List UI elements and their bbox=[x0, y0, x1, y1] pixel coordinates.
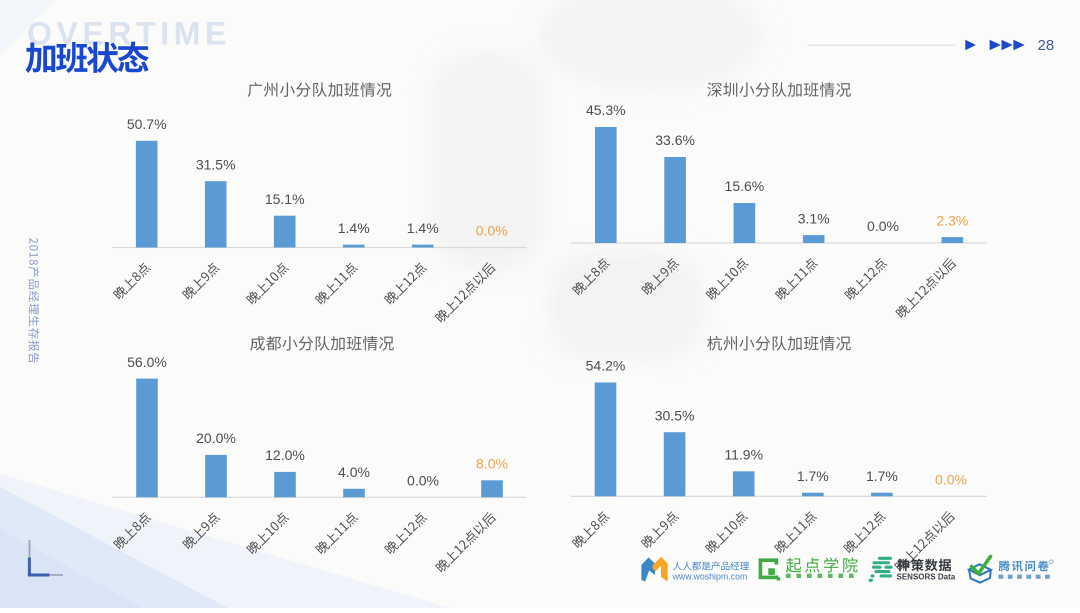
svg-text:0.0%: 0.0% bbox=[476, 223, 508, 239]
svg-text:2.3%: 2.3% bbox=[936, 212, 968, 228]
svg-text:54.2%: 54.2% bbox=[586, 358, 626, 374]
svg-text:45.3%: 45.3% bbox=[586, 102, 626, 118]
svg-text:31.5%: 31.5% bbox=[196, 156, 236, 172]
svg-text:0.0%: 0.0% bbox=[407, 473, 439, 489]
svg-text:1.7%: 1.7% bbox=[866, 468, 898, 484]
svg-text:33.6%: 33.6% bbox=[655, 132, 695, 148]
svg-text:28: 28 bbox=[1038, 37, 1055, 54]
svg-text:SENSORS Data: SENSORS Data bbox=[897, 573, 956, 582]
svg-text:1.7%: 1.7% bbox=[797, 468, 829, 484]
svg-text:4.0%: 4.0% bbox=[338, 464, 370, 480]
svg-text:11.9%: 11.9% bbox=[724, 447, 763, 463]
svg-text:0.0%: 0.0% bbox=[867, 218, 899, 234]
svg-text:0.0%: 0.0% bbox=[935, 472, 967, 488]
svg-text:15.6%: 15.6% bbox=[725, 178, 765, 194]
svg-text:8.0%: 8.0% bbox=[476, 456, 508, 472]
svg-text:www.woshipm.com: www.woshipm.com bbox=[672, 571, 748, 581]
svg-text:15.1%: 15.1% bbox=[265, 191, 305, 207]
svg-text:3.1%: 3.1% bbox=[798, 210, 830, 226]
svg-text:12.0%: 12.0% bbox=[265, 447, 305, 463]
svg-text:30.5%: 30.5% bbox=[655, 407, 695, 423]
svg-text:1.4%: 1.4% bbox=[338, 220, 370, 236]
svg-text:50.7%: 50.7% bbox=[127, 116, 167, 132]
svg-text:20.0%: 20.0% bbox=[196, 430, 236, 446]
svg-text:1.4%: 1.4% bbox=[407, 220, 439, 236]
svg-text:56.0%: 56.0% bbox=[127, 354, 167, 370]
